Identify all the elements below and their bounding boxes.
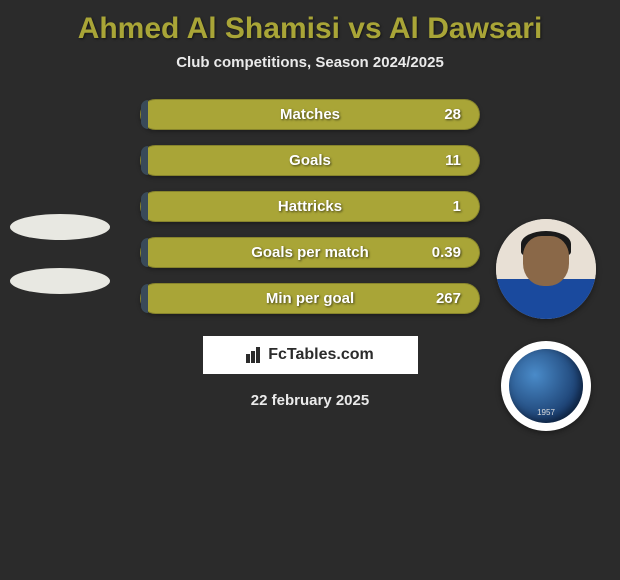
stat-row-goals-per-match: Goals per match 0.39	[140, 237, 480, 268]
stat-left-fill	[141, 100, 148, 129]
stat-right-value: 11	[445, 152, 461, 169]
stat-left-fill	[141, 284, 148, 313]
stat-right-value: 0.39	[432, 244, 461, 261]
stat-row-min-per-goal: Min per goal 267	[140, 283, 480, 314]
stat-row-matches: Matches 28	[140, 99, 480, 130]
stat-right-value: 28	[444, 106, 461, 123]
brand-label: FcTables.com	[268, 346, 374, 364]
stat-row-goals: Goals 11	[140, 145, 480, 176]
stat-left-fill	[141, 192, 148, 221]
stat-right-value: 267	[436, 290, 461, 307]
club1-placeholder-oval	[10, 268, 110, 294]
stat-label: Goals	[289, 152, 331, 169]
stat-left-fill	[141, 238, 148, 267]
club2-logo: 1957	[501, 341, 591, 431]
stat-label: Min per goal	[266, 290, 354, 307]
left-player-avatars	[10, 214, 110, 322]
club-year: 1957	[537, 408, 555, 417]
subtitle: Club competitions, Season 2024/2025	[0, 54, 620, 91]
brand-box: FcTables.com	[203, 336, 418, 374]
player1-placeholder-oval	[10, 214, 110, 240]
right-player-avatars: 1957	[496, 219, 596, 431]
stat-label: Goals per match	[251, 244, 369, 261]
chart-icon	[246, 347, 264, 363]
stat-row-hattricks: Hattricks 1	[140, 191, 480, 222]
stat-label: Matches	[280, 106, 340, 123]
player2-avatar	[496, 219, 596, 319]
stat-left-fill	[141, 146, 148, 175]
stat-label: Hattricks	[278, 198, 342, 215]
stat-right-value: 1	[453, 198, 461, 215]
page-title: Ahmed Al Shamisi vs Al Dawsari	[0, 8, 620, 54]
